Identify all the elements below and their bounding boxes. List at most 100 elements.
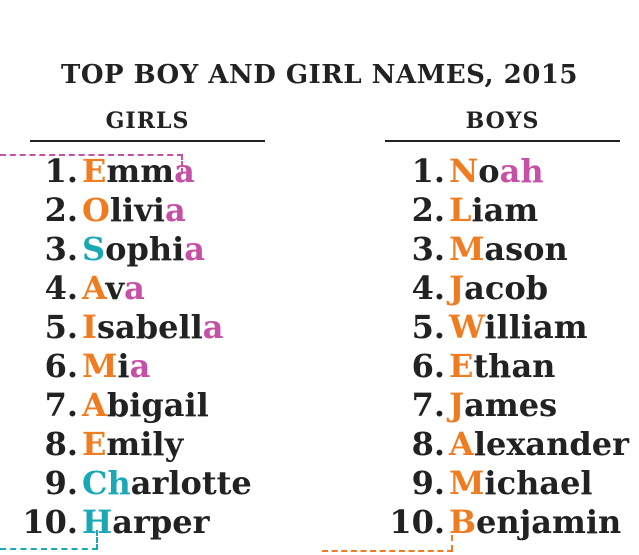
- rank-number: 1.: [44, 152, 78, 190]
- name-segment: E: [82, 425, 107, 463]
- teal-dashed-connector: [0, 548, 98, 550]
- rank-number: 6.: [411, 347, 445, 385]
- name-segment: Ch: [82, 464, 131, 502]
- name: Charlotte: [82, 464, 252, 503]
- name: William: [449, 308, 588, 347]
- boys-name-row: 8. Alexander: [383, 425, 629, 464]
- rank-number: 7.: [411, 386, 445, 424]
- boys-column-header: BOYS: [385, 104, 620, 142]
- name-segment: S: [82, 230, 106, 268]
- name-segment: I: [82, 308, 97, 346]
- name: Olivia: [82, 191, 186, 230]
- name-segment: iam: [471, 191, 539, 229]
- girls-name-row: 7. Abigail: [16, 386, 252, 425]
- girls-name-row: 9. Charlotte: [16, 464, 252, 503]
- boys-name-row: 6. Ethan: [383, 347, 629, 386]
- boys-divider: [385, 140, 620, 142]
- name: Alexander: [449, 425, 629, 464]
- rank-number: 6.: [44, 347, 78, 385]
- name: Benjamin: [449, 503, 621, 542]
- name: Mia: [82, 347, 150, 386]
- name-segment: a: [124, 269, 145, 307]
- name-segment: arper: [112, 503, 210, 541]
- name-segment: i: [117, 347, 130, 385]
- name-segment: a: [202, 308, 224, 346]
- girls-name-row: 10. Harper: [16, 503, 252, 542]
- boys-name-row: 7. James: [383, 386, 629, 425]
- name-segment: J: [449, 269, 465, 307]
- rank-number: 10.: [389, 503, 445, 541]
- girls-name-row: 4. Ava: [16, 269, 252, 308]
- boys-name-row: 10. Benjamin: [383, 503, 629, 542]
- boys-name-row: 2. Liam: [383, 191, 629, 230]
- boys-name-row: 4. Jacob: [383, 269, 629, 308]
- name: Noah: [449, 152, 544, 191]
- name-segment: livi: [109, 191, 165, 229]
- name: Liam: [449, 191, 538, 230]
- rank-number: 4.: [411, 269, 445, 307]
- name-segment: N: [449, 152, 479, 190]
- name-segment: mm: [106, 152, 175, 190]
- name: Isabella: [82, 308, 224, 347]
- boys-name-row: 3. Mason: [383, 230, 629, 269]
- girls-heading: GIRLS: [105, 108, 190, 134]
- name-segment: lexander: [473, 425, 630, 463]
- teal-dashed-connector-vertical: [96, 530, 98, 550]
- name-segment: mily: [106, 425, 184, 463]
- girls-name-row: 2. Olivia: [16, 191, 252, 230]
- name-segment: M: [449, 464, 485, 502]
- boys-name-row: 5. William: [383, 308, 629, 347]
- rank-number: 4.: [44, 269, 78, 307]
- name-segment: acob: [464, 269, 549, 307]
- name-segment: a: [129, 347, 151, 385]
- pink-dashed-connector-vertical: [181, 154, 183, 174]
- name: Harper: [82, 503, 209, 542]
- girls-name-row: 5. Isabella: [16, 308, 252, 347]
- name-segment: a: [184, 230, 205, 268]
- name: Michael: [449, 464, 593, 503]
- rank-number: 5.: [44, 308, 78, 346]
- rank-number: 8.: [411, 425, 445, 463]
- name: Ava: [82, 269, 145, 308]
- name-segment: M: [82, 347, 118, 385]
- name: James: [449, 386, 557, 425]
- name-segment: o: [478, 152, 500, 190]
- girls-name-row: 1. Emma: [16, 152, 252, 191]
- name-segment: M: [449, 230, 485, 268]
- name: Mason: [449, 230, 568, 269]
- rank-number: 3.: [411, 230, 445, 268]
- name-segment: arlotte: [130, 464, 252, 502]
- name-segment: B: [449, 503, 477, 541]
- name-segment: sabell: [96, 308, 203, 346]
- name: Sophia: [82, 230, 205, 269]
- name-segment: a: [174, 152, 195, 190]
- name-segment: L: [449, 191, 472, 229]
- name-segment: illiam: [484, 308, 588, 346]
- boys-name-row: 9. Michael: [383, 464, 629, 503]
- name: Jacob: [449, 269, 548, 308]
- rank-number: 3.: [44, 230, 78, 268]
- rank-number: 2.: [411, 191, 445, 229]
- name-segment: enjamin: [476, 503, 622, 541]
- name-segment: O: [82, 191, 110, 229]
- boys-name-row: 1. Noah: [383, 152, 629, 191]
- name-segment: A: [82, 386, 107, 424]
- name-segment: than: [473, 347, 556, 385]
- rank-number: 7.: [44, 386, 78, 424]
- name: Emma: [82, 152, 195, 191]
- rank-number: 10.: [22, 503, 78, 541]
- name-segment: bigail: [106, 386, 209, 424]
- rank-number: 5.: [411, 308, 445, 346]
- rank-number: 8.: [44, 425, 78, 463]
- name-segment: a: [164, 191, 186, 229]
- name-segment: W: [449, 308, 485, 346]
- name-segment: ason: [484, 230, 568, 268]
- name-segment: A: [449, 425, 474, 463]
- name-segment: J: [449, 386, 465, 424]
- boys-name-list: 1. Noah 2. Liam 3. Mason 4. Jacob 5. William 6. Eth…: [383, 152, 629, 542]
- rank-number: 9.: [44, 464, 78, 502]
- boys-heading: BOYS: [465, 108, 540, 134]
- name: Ethan: [449, 347, 555, 386]
- girls-name-row: 3. Sophia: [16, 230, 252, 269]
- name-segment: A: [82, 269, 106, 307]
